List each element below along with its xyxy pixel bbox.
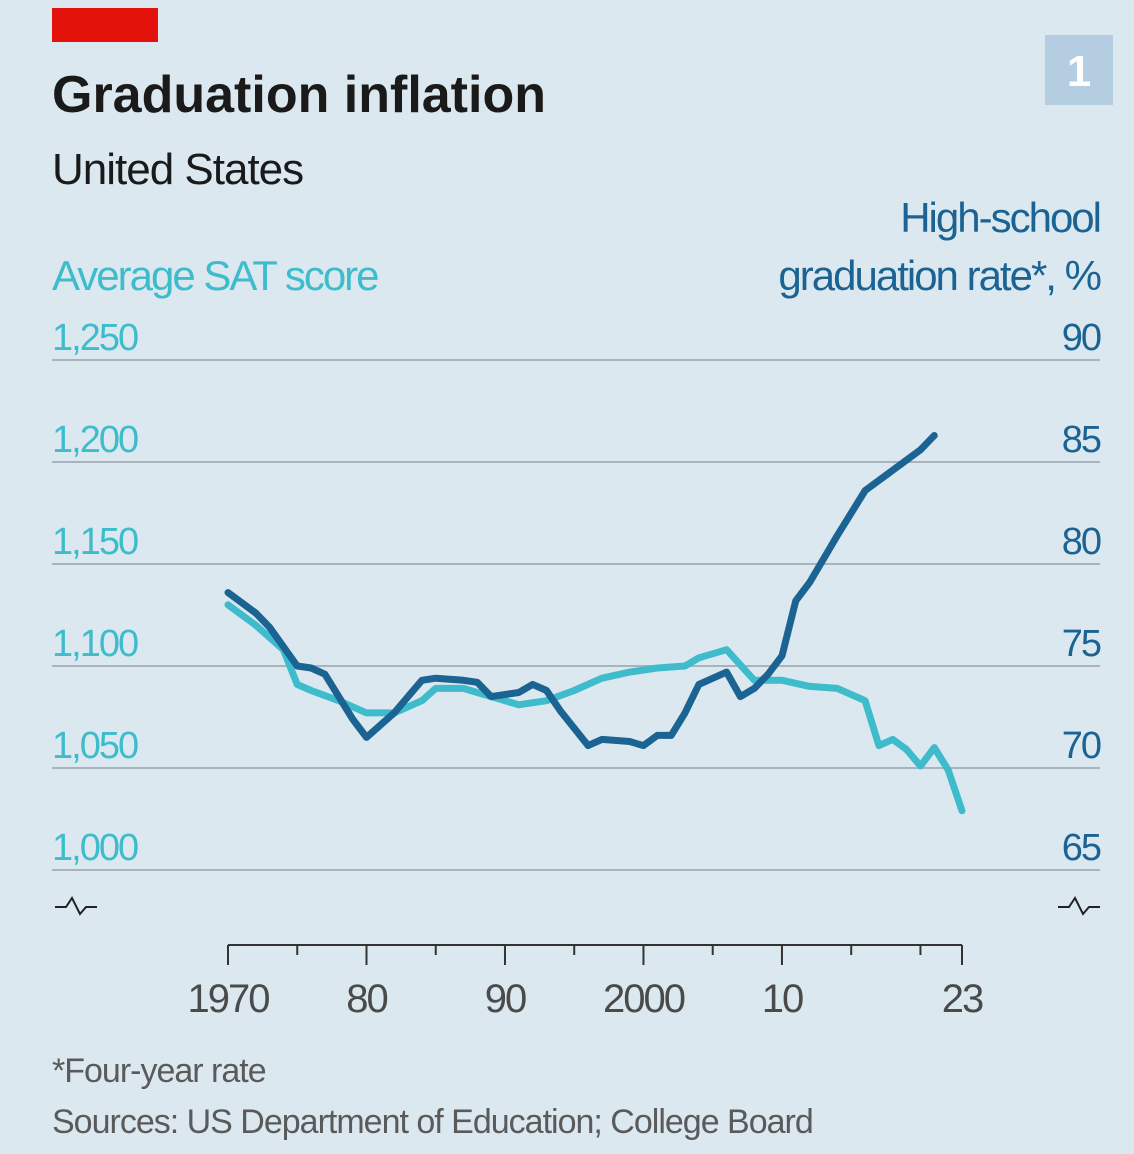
x-tick-label: 2000 <box>603 977 685 1021</box>
y-tick-label: 1,200 <box>52 419 138 461</box>
x-tick-label: 23 <box>942 977 983 1021</box>
y2-tick-label: 85 <box>1062 419 1101 461</box>
footnote: *Four-year rate <box>52 1052 266 1090</box>
axis-break-right <box>1058 896 1100 916</box>
x-tick-label: 10 <box>762 977 803 1021</box>
chart-subtitle: United States <box>52 145 303 194</box>
y2-tick-label: 70 <box>1062 725 1101 767</box>
series-line <box>224 601 966 815</box>
y-tick-label: 1,000 <box>52 827 138 869</box>
brand-bar <box>52 8 158 42</box>
axis-break-left <box>55 896 97 916</box>
chart-number-box <box>1045 35 1113 105</box>
x-tick-label: 1970 <box>188 977 270 1021</box>
y-axis-label: Average SAT score <box>52 252 378 299</box>
y2-tick-label: 75 <box>1062 623 1101 665</box>
y-tick-label: 1,150 <box>52 521 138 563</box>
y2-axis-label: High-school <box>900 194 1100 241</box>
y2-tick-label: 65 <box>1062 827 1101 869</box>
x-tick-label: 80 <box>346 977 387 1021</box>
chart-title: Graduation inflation <box>52 66 546 124</box>
series-line <box>224 432 938 750</box>
y2-axis-label: graduation rate*, % <box>778 252 1100 299</box>
y-tick-label: 1,050 <box>52 725 138 767</box>
y2-tick-label: 80 <box>1062 521 1101 563</box>
chart-number: 1 <box>1067 47 1091 96</box>
x-tick-label: 90 <box>485 977 526 1021</box>
source: Sources: US Department of Education; Col… <box>52 1103 813 1141</box>
y-tick-label: 1,100 <box>52 623 138 665</box>
y2-tick-label: 90 <box>1062 317 1101 359</box>
axis-break <box>55 896 1100 916</box>
y-tick-label: 1,250 <box>52 317 138 359</box>
